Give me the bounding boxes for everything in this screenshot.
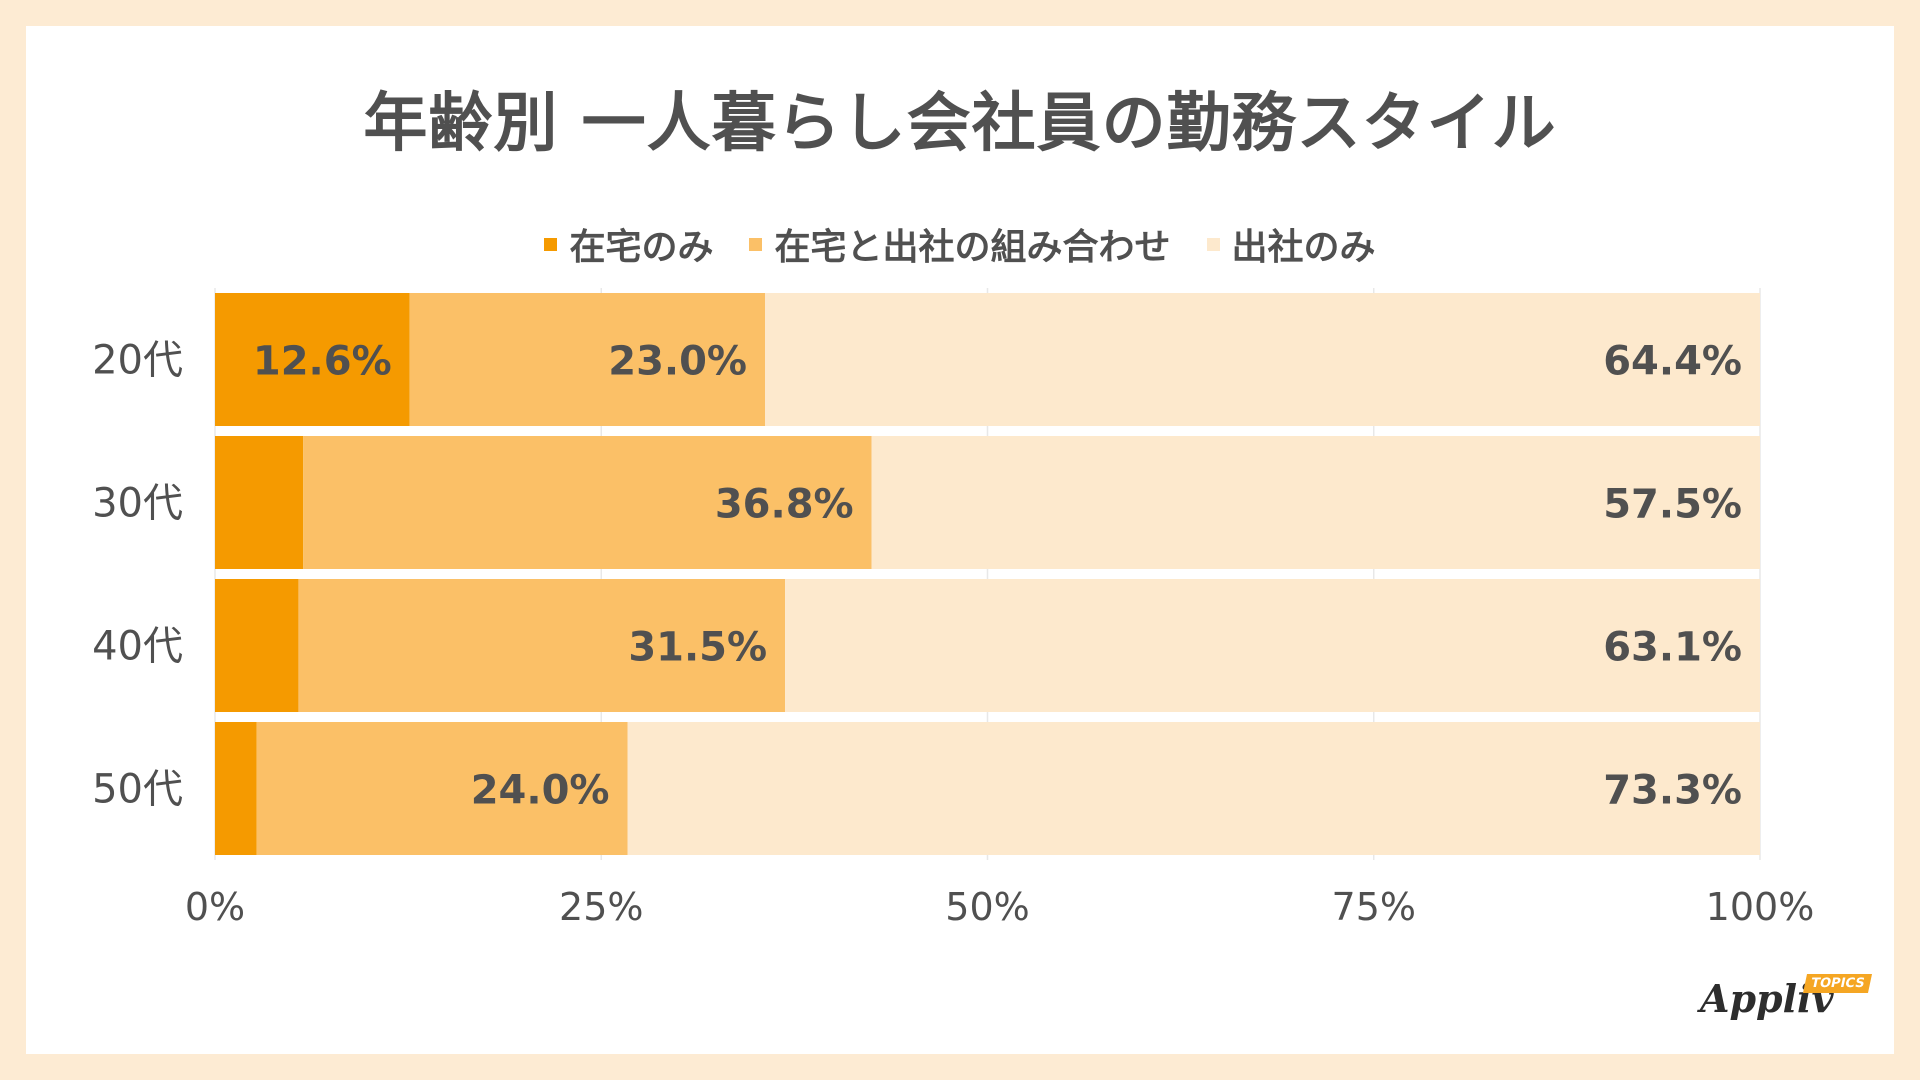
legend-swatch-hybrid	[749, 237, 763, 251]
bar-2-2	[785, 579, 1760, 712]
data-label-1-2: 57.5%	[1603, 482, 1742, 528]
data-label-0-2: 64.4%	[1603, 339, 1742, 385]
data-label-0-1: 23.0%	[608, 339, 747, 385]
bar-1-0	[215, 436, 304, 569]
bar-3-0	[215, 722, 257, 855]
bar-0-1	[409, 293, 766, 426]
data-label-1-1: 36.8%	[715, 482, 854, 528]
bar-2-1	[298, 579, 786, 712]
legend-item-hybrid: 在宅と出社の組み合わせ	[749, 218, 1171, 270]
bar-1-1	[303, 436, 872, 569]
topics-badge: TOPICS	[1802, 974, 1873, 993]
bar-0-2	[765, 293, 1760, 426]
legend-label-home-only: 在宅のみ	[569, 227, 714, 268]
bar-3-2	[627, 722, 1760, 855]
category-label-0: 20代	[92, 338, 183, 384]
bar-2-0	[215, 579, 299, 712]
x-tick-label-3: 75%	[1332, 885, 1416, 929]
bar-1-2	[871, 436, 1760, 569]
category-label-2: 40代	[92, 624, 183, 670]
legend-item-home-only: 在宅のみ	[544, 218, 713, 270]
category-label-3: 50代	[92, 767, 183, 813]
bar-0-0	[215, 293, 410, 426]
legend-item-office-only: 出社のみ	[1206, 218, 1376, 270]
legend-swatch-office-only	[1206, 237, 1220, 251]
data-label-2-1: 31.5%	[628, 625, 767, 671]
legend-label-office-only: 出社のみ	[1231, 227, 1376, 268]
data-label-3-1: 24.0%	[471, 768, 610, 814]
x-tick-label-1: 25%	[559, 885, 643, 929]
data-label-0-0: 12.6%	[253, 339, 392, 385]
bar-3-1	[256, 722, 628, 855]
category-label-1: 30代	[92, 481, 183, 527]
x-tick-label-0: 0%	[185, 885, 245, 929]
x-tick-label-4: 100%	[1706, 885, 1815, 929]
x-tick-label-2: 50%	[945, 885, 1029, 929]
data-label-3-2: 73.3%	[1603, 768, 1742, 814]
data-label-2-2: 63.1%	[1603, 625, 1742, 671]
chart-legend: 在宅のみ 在宅と出社の組み合わせ 出社のみ	[0, 218, 1920, 270]
chart-title: 年齢別 一人暮らし会社員の勤務スタイル	[363, 87, 1557, 161]
legend-swatch-home-only	[544, 237, 558, 251]
legend-label-hybrid: 在宅と出社の組み合わせ	[774, 227, 1171, 268]
